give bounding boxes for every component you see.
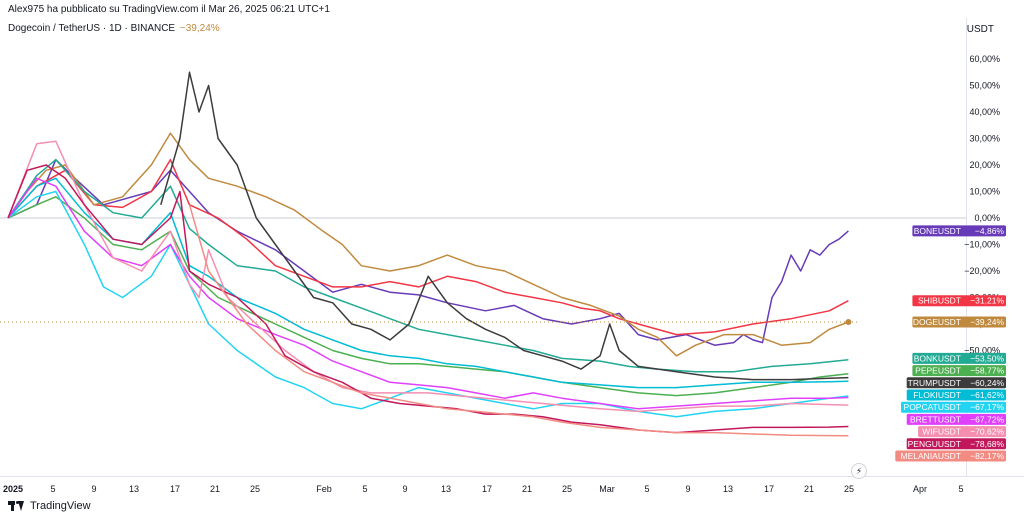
x-tick-label: Feb: [316, 484, 332, 494]
series-line-bonkusdt[interactable]: [7, 158, 849, 373]
series-line-brettusdt[interactable]: [7, 177, 849, 410]
symbol-title: Dogecoin / TetherUS · 1D · BINANCE: [8, 23, 176, 34]
series-badge-bonkusdt[interactable]: BONKUSDT −53,50%: [912, 352, 1006, 364]
x-tick-label: 9: [402, 484, 407, 494]
series-value-label: −31,21%: [970, 296, 1004, 306]
time-axis-divider: [0, 476, 1024, 477]
x-tick-label: 25: [250, 484, 260, 494]
x-tick-label: 21: [522, 484, 532, 494]
series-name-label: POPCATUSDT: [904, 402, 961, 412]
series-name-label: WIFUSDT: [922, 427, 961, 437]
series-name-label: PEPEUSDT: [915, 366, 961, 376]
y-tick-label: 0,00%: [974, 213, 1000, 223]
series-line-boneusdt[interactable]: [7, 158, 849, 346]
x-tick-label: 21: [210, 484, 220, 494]
y-tick-label: 40,00%: [969, 107, 1000, 117]
series-line-melaniausdt[interactable]: [188, 204, 849, 437]
y-tick-label: 20,00%: [969, 160, 1000, 170]
footer-brand: TradingView: [8, 500, 91, 512]
series-badge-boneusdt[interactable]: BONEUSDT −4,86%: [912, 225, 1006, 237]
tradingview-logo-icon: [8, 501, 24, 511]
x-tick-label: 9: [685, 484, 690, 494]
price-axis-unit: USDT: [966, 24, 994, 35]
x-tick-label: 17: [764, 484, 774, 494]
x-tick-label: 17: [170, 484, 180, 494]
series-line-wifusdt[interactable]: [7, 140, 849, 413]
series-value-label: −70,62%: [970, 427, 1004, 437]
symbol-header: Dogecoin / TetherUS · 1D · BINANCE −39,2…: [8, 23, 220, 34]
series-value-label: −53,50%: [970, 353, 1004, 363]
series-line-trumpusdt[interactable]: [160, 71, 849, 381]
y-tick-label: 50,00%: [969, 81, 1000, 91]
series-badge-popcatusdt[interactable]: POPCATUSDT −67,17%: [901, 401, 1006, 413]
series-line-pepeusdt[interactable]: [7, 196, 849, 397]
y-tick-label: −10,00%: [964, 240, 1000, 250]
lightning-icon[interactable]: ⚡: [851, 463, 867, 479]
series-badge-brettusdt[interactable]: BRETTUSDT −67,72%: [906, 413, 1006, 425]
series-name-label: DOGEUSDT: [913, 317, 961, 327]
x-tick-label: Apr: [913, 484, 927, 494]
series-value-label: −58,77%: [970, 366, 1004, 376]
series-value-label: −67,17%: [970, 402, 1004, 412]
y-tick-label: −20,00%: [964, 266, 1000, 276]
series-name-label: BONKUSDT: [914, 353, 961, 363]
x-tick-label: 5: [644, 484, 649, 494]
x-tick-label: 25: [844, 484, 854, 494]
x-tick-label: 5: [50, 484, 55, 494]
series-badge-melaniausdt[interactable]: MELANIAUSDT −82,17%: [895, 450, 1006, 462]
x-tick-label: 13: [441, 484, 451, 494]
x-tick-label: 25: [562, 484, 572, 494]
symbol-change: −39,24%: [179, 23, 220, 34]
doge-last-point: [845, 318, 852, 325]
series-badge-wifusdt[interactable]: WIFUSDT −70,62%: [918, 426, 1006, 438]
attribution-text: Alex975 ha pubblicato su TradingView.com…: [8, 4, 330, 15]
series-name-label: PENGUUSDT: [908, 439, 961, 449]
series-name-label: MELANIAUSDT: [901, 451, 961, 461]
series-name-label: FLOKIUSDT: [913, 390, 961, 400]
y-tick-label: 60,00%: [969, 54, 1000, 64]
series-value-label: −78,68%: [970, 439, 1004, 449]
series-name-label: BRETTUSDT: [910, 414, 961, 424]
x-tick-label: 5: [362, 484, 367, 494]
series-value-label: −60,24%: [970, 378, 1004, 388]
x-tick-label: Mar: [599, 484, 615, 494]
series-value-label: −67,72%: [970, 414, 1004, 424]
series-line-dogeusdt[interactable]: [7, 132, 849, 357]
y-tick-label: −50,00%: [964, 346, 1000, 356]
series-name-label: SHIBUSDT: [918, 296, 961, 306]
series-badge-pepeusdt[interactable]: PEPEUSDT −58,77%: [912, 365, 1006, 377]
series-value-label: −82,17%: [970, 451, 1004, 461]
x-tick-label: 21: [804, 484, 814, 494]
brand-label: TradingView: [30, 500, 91, 512]
y-tick-label: 10,00%: [969, 187, 1000, 197]
series-name-label: TRUMPUSDT: [908, 378, 961, 388]
series-value-label: −4,86%: [975, 226, 1005, 236]
price-axis-divider: [966, 18, 967, 476]
series-line-shibusdt[interactable]: [7, 158, 849, 336]
series-badge-flokiusdt[interactable]: FLOKIUSDT −61,62%: [906, 389, 1006, 401]
y-tick-label: 30,00%: [969, 134, 1000, 144]
x-tick-label: 13: [723, 484, 733, 494]
x-tick-label: 17: [482, 484, 492, 494]
series-name-label: BONEUSDT: [914, 226, 961, 236]
x-tick-label: 2025: [3, 484, 23, 494]
series-value-label: −61,62%: [970, 390, 1004, 400]
series-line-popcatusdt[interactable]: [7, 190, 849, 418]
series-badge-dogeusdt[interactable]: DOGEUSDT −39,24%: [912, 316, 1006, 328]
series-badge-trumpusdt[interactable]: TRUMPUSDT −60,24%: [906, 377, 1006, 389]
series-value-label: −39,24%: [970, 317, 1004, 327]
series-badge-penguusdt[interactable]: PENGUUSDT −78,68%: [906, 438, 1006, 450]
x-tick-label: 9: [91, 484, 96, 494]
x-tick-label: 13: [129, 484, 139, 494]
x-tick-label: 5: [958, 484, 963, 494]
series-badge-shibusdt[interactable]: SHIBUSDT −31,21%: [912, 295, 1006, 307]
